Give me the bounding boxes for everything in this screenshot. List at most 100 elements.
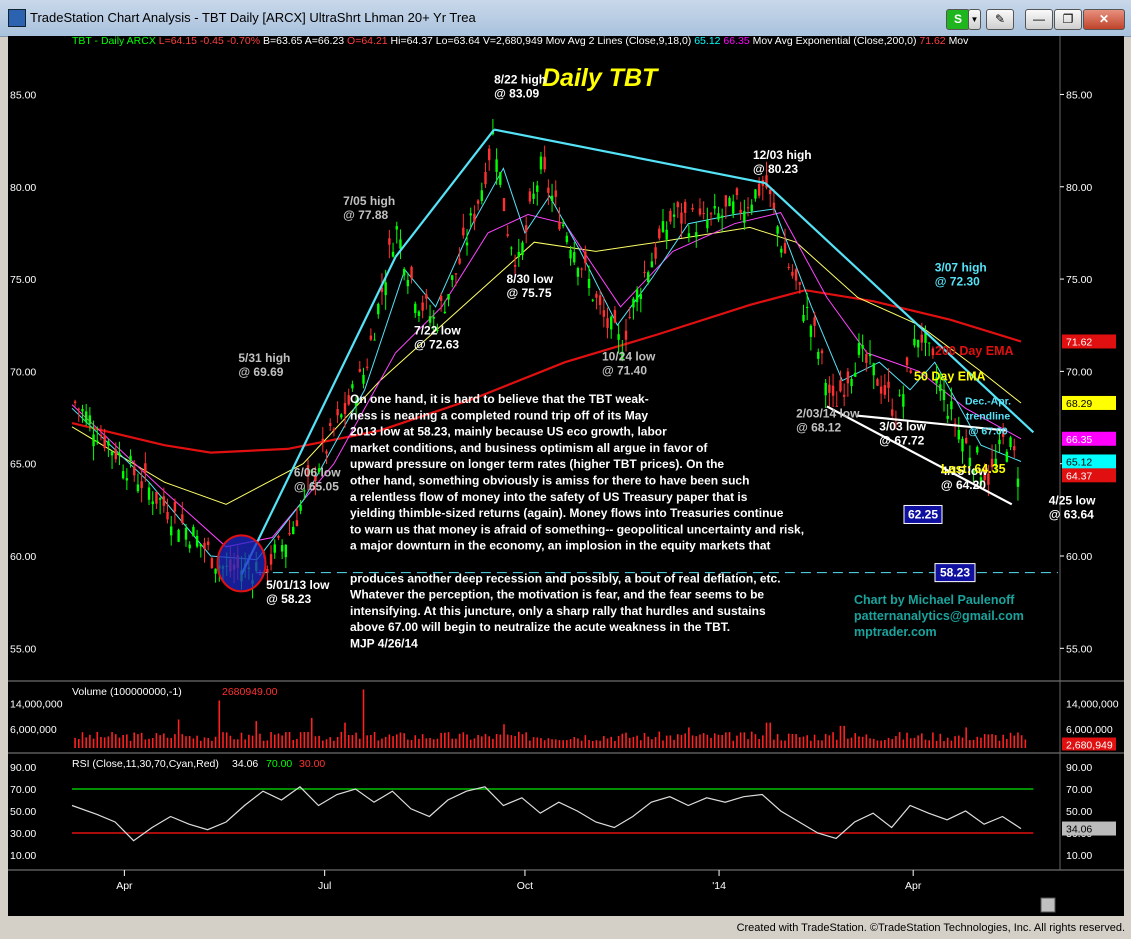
- rsi-upper: 70.00: [266, 758, 292, 770]
- price-candle: [961, 438, 964, 452]
- price-candle: [1001, 430, 1005, 437]
- price-candle: [650, 261, 654, 268]
- price-candle: [495, 159, 498, 172]
- minimize-button[interactable]: —: [1025, 9, 1053, 30]
- price-candle: [151, 501, 154, 505]
- annotation-label: @ 77.88: [343, 208, 388, 222]
- price-candle: [953, 423, 957, 425]
- trendline-lower: [826, 405, 1013, 506]
- commentary-line: 2013 low at 58.23, mainly because US eco…: [350, 425, 667, 439]
- price-candle: [144, 463, 147, 473]
- price-candle: [195, 535, 199, 547]
- price-candle: [713, 206, 716, 209]
- price-candle: [831, 385, 835, 396]
- price-candle: [957, 429, 960, 440]
- price-candle: [539, 156, 543, 170]
- commentary-line: produces another deep recession and poss…: [350, 571, 781, 585]
- price-candle: [976, 447, 979, 453]
- price-candle: [887, 381, 890, 388]
- symbol-link-dropdown-icon[interactable]: ▼: [968, 9, 981, 30]
- price-candle: [695, 232, 698, 238]
- price-candle: [613, 310, 617, 323]
- maximize-button[interactable]: ❐: [1054, 9, 1082, 30]
- low-circle: [216, 534, 267, 593]
- price-candle: [621, 351, 624, 360]
- header-field: Mov Avg 2 Lines (Close,9,18,0): [546, 36, 695, 47]
- price-candle: [476, 200, 480, 204]
- price-candle: [979, 477, 983, 486]
- price-candle: [402, 268, 406, 276]
- price-candle: [410, 266, 413, 279]
- price-candle: [447, 294, 450, 300]
- price-candle: [181, 514, 184, 523]
- y-tick-label-left: 55.00: [10, 643, 36, 655]
- price-candle: [81, 408, 84, 412]
- price-candle: [332, 428, 336, 431]
- price-candle: [924, 332, 927, 343]
- price-candle: [780, 248, 783, 253]
- price-candle: [990, 458, 994, 468]
- price-candle: [510, 247, 513, 249]
- price-candle: [317, 468, 321, 472]
- price-candle: [406, 279, 410, 287]
- drawing-tools-icon[interactable]: ✎: [986, 9, 1014, 30]
- price-candle: [140, 481, 143, 489]
- header-field: B=63.65: [263, 36, 305, 47]
- price-box-6225-text: 62.25: [908, 507, 938, 521]
- price-candle: [846, 371, 850, 384]
- price-candle: [199, 544, 202, 547]
- price-candle: [329, 423, 332, 426]
- chart-area[interactable]: TBT - Daily ARCX L=64.15 -0.45 -0.70% B=…: [8, 36, 1124, 916]
- price-candle: [203, 542, 206, 549]
- annotation-label: 12/03 high: [753, 148, 812, 162]
- price-chart[interactable]: TBT - Daily ARCX L=64.15 -0.45 -0.70% B=…: [8, 36, 1124, 916]
- rsi-tick-left: 10.00: [10, 850, 36, 862]
- commentary-line: a relentless flow of money into the safe…: [350, 490, 748, 504]
- price-candle: [916, 339, 920, 348]
- trendline-top: [493, 128, 766, 185]
- price-candle: [373, 339, 376, 341]
- price-box-6225: [903, 504, 943, 524]
- price-candle: [147, 487, 151, 500]
- header-field: ARCX: [127, 36, 159, 47]
- annotation-label: 6/06 low: [294, 466, 341, 480]
- price-candle: [369, 335, 373, 340]
- right-value-box: [1062, 431, 1116, 446]
- annotation-label: 3/07 high: [935, 261, 987, 275]
- close-button[interactable]: ✕: [1083, 9, 1125, 30]
- price-candle: [188, 544, 191, 549]
- price-candle: [565, 235, 569, 243]
- price-candle: [939, 384, 942, 392]
- price-candle: [920, 334, 924, 343]
- price-candle: [543, 156, 546, 170]
- annotation-label: @ 67.72: [879, 433, 924, 447]
- volume-value: 2680949.00: [222, 686, 278, 698]
- price-candle: [443, 311, 447, 314]
- price-candle: [765, 175, 768, 188]
- header-field: Mov Avg Exponential (Close,200,0): [753, 36, 920, 47]
- price-candle: [902, 394, 905, 407]
- price-candle: [942, 389, 946, 401]
- annotation-label: 3/03 low: [879, 419, 926, 433]
- symbol-link-button[interactable]: S: [946, 9, 970, 30]
- price-candle: [303, 490, 306, 492]
- annotation-label: 7/05 high: [343, 194, 395, 208]
- price-candle: [340, 414, 343, 418]
- price-candle: [757, 183, 761, 196]
- price-candle: [610, 316, 613, 330]
- price-candle: [661, 221, 665, 232]
- signature-line: Chart by Michael Paulenoff: [854, 593, 1015, 607]
- chart-header: TBT - Daily ARCX L=64.15 -0.45 -0.70% B=…: [72, 36, 969, 47]
- price-candle: [306, 465, 310, 477]
- price-candle: [391, 251, 395, 257]
- volume-tick-right: 6,000,000: [1066, 724, 1113, 736]
- header-field: Hi=64.37: [391, 36, 436, 47]
- price-candle: [698, 208, 702, 215]
- price-candle: [658, 228, 661, 239]
- price-candle: [92, 434, 95, 447]
- annotation-label: 5/01/13 low: [266, 578, 330, 592]
- price-candle: [451, 275, 454, 280]
- price-candle: [214, 568, 217, 574]
- price-candle: [691, 207, 694, 210]
- price-candle: [983, 471, 986, 481]
